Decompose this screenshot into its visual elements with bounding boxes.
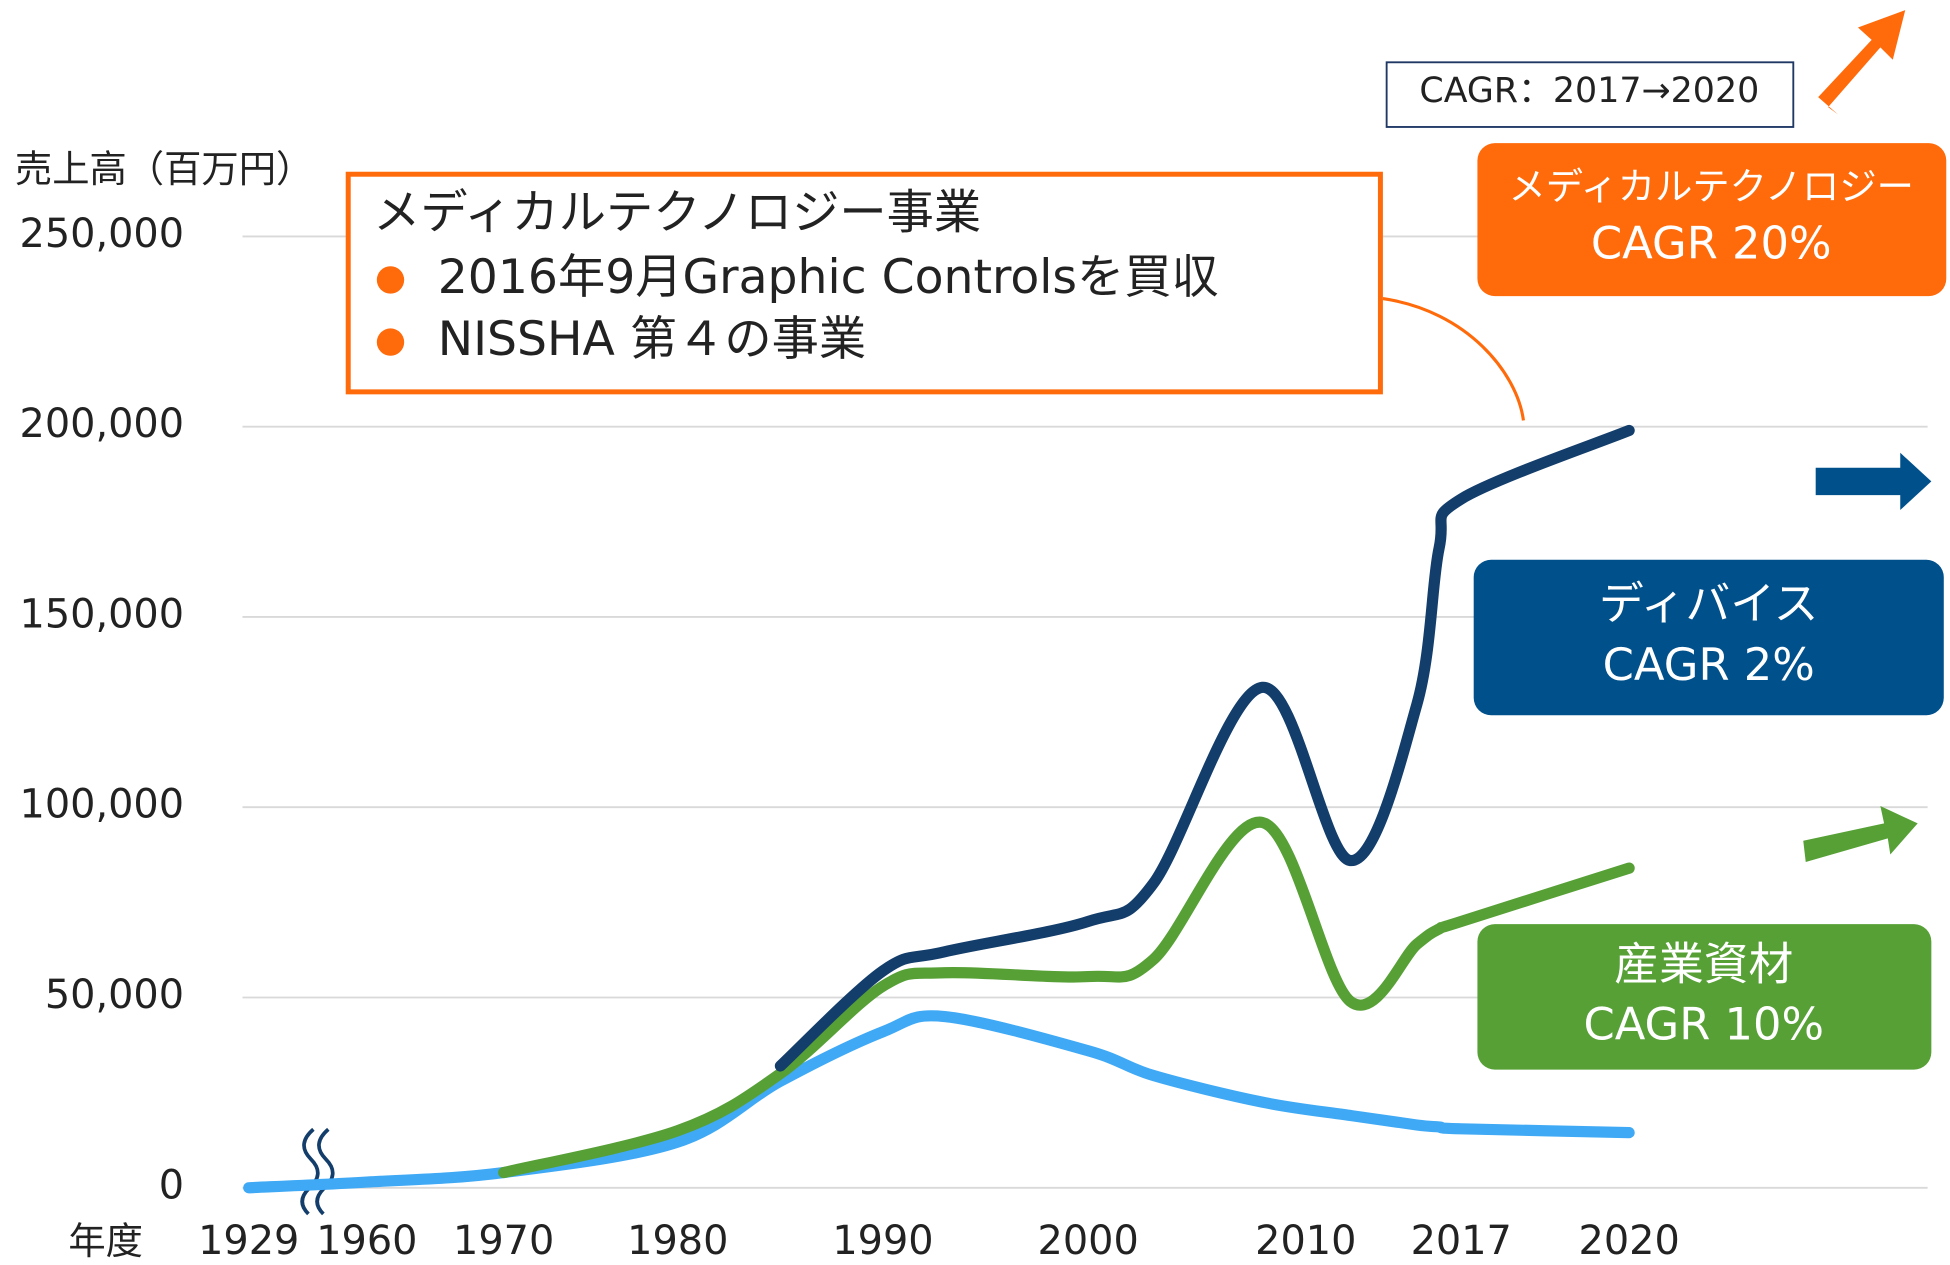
series-box <box>1477 924 1932 1070</box>
x-tick-label: 1960 <box>316 1218 417 1264</box>
arrow <box>1815 452 1932 511</box>
callout-bullet: NISSHA 第４の事業 <box>438 312 866 367</box>
grid: 0 50,000 100,000 150,000 200,000 250,000 1929 1… <box>20 211 1928 1264</box>
callout-leader <box>1382 297 1525 421</box>
series-name: 産業資材 <box>1614 938 1793 991</box>
x-tick-label: 1990 <box>832 1218 933 1264</box>
bullet <box>376 328 405 356</box>
y-tick-label: 50,000 <box>45 972 184 1018</box>
y-tick-label: 0 <box>159 1162 184 1208</box>
x-tick-label: 1970 <box>453 1218 554 1264</box>
y-tick-label: 250,000 <box>20 211 185 257</box>
x-tick-label: 1929 <box>198 1218 299 1264</box>
y-axis-label: 売上高（百万円） <box>15 147 313 191</box>
y-tick-label: 100,000 <box>20 782 185 828</box>
x-axis-label: 年度 <box>68 1219 143 1263</box>
callout-title: メディカルテクノロジー事業 <box>373 185 981 240</box>
callout-box <box>345 171 1383 395</box>
series-line <box>243 1010 1635 1194</box>
series-box <box>1473 559 1944 716</box>
arrow <box>1803 805 1918 862</box>
series-box <box>1477 143 1947 297</box>
callout-bullet: 2016年9月Graphic Controlsを買収 <box>438 250 1219 305</box>
series-line <box>774 424 1635 1072</box>
series-cagr: CAGR 2% <box>1603 638 1815 691</box>
axis-break-gap <box>303 1124 332 1219</box>
series-line <box>498 816 1635 1179</box>
arrow <box>1818 10 1906 115</box>
x-tick-label: 1980 <box>627 1218 728 1264</box>
x-tick-label: 2010 <box>1255 1218 1356 1264</box>
series-cagr: CAGR 10% <box>1583 997 1824 1050</box>
bullet <box>376 266 405 294</box>
x-tick-label: 2017 <box>1411 1218 1512 1264</box>
series-name: メディカルテクノロジー <box>1509 165 1914 209</box>
y-tick-label: 200,000 <box>20 401 185 447</box>
x-tick-label: 2000 <box>1038 1218 1139 1264</box>
y-tick-label: 150,000 <box>20 591 185 637</box>
series-cagr: CAGR 20% <box>1591 216 1832 269</box>
cagr-period: CAGR：2017→2020 <box>1419 71 1759 111</box>
series-name: ディバイス <box>1599 577 1818 630</box>
lines <box>243 424 1635 1194</box>
x-tick-label: 2020 <box>1579 1218 1680 1264</box>
cagr-period-box <box>1385 61 1795 128</box>
axis-break <box>300 1127 335 1216</box>
